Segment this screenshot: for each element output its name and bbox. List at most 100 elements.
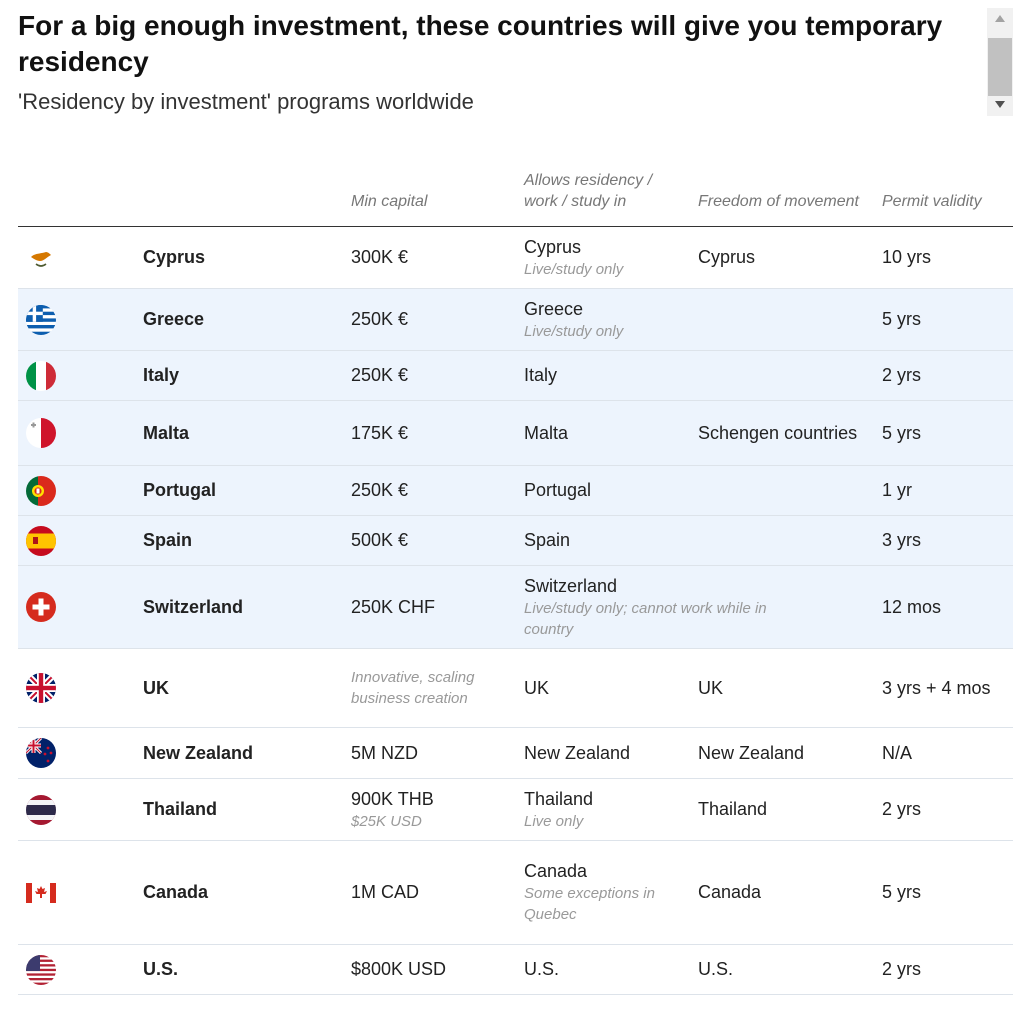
- freedom-cell: U.S.: [690, 944, 874, 995]
- us-flag-icon: [26, 954, 56, 985]
- allows-cell: Portugal: [516, 465, 690, 516]
- freedom-cell: Schengen countries: [690, 400, 874, 466]
- table-row: U.S. $800K USD U.S. U.S. 2 yrs: [18, 944, 1013, 995]
- table-row: Thailand 900K THB $25K USD Thailand Live onl…: [18, 778, 1013, 841]
- validity-cell: N/A: [874, 727, 1013, 779]
- country-cell: Switzerland: [135, 565, 343, 649]
- allows-value: Malta: [524, 422, 569, 443]
- min-capital-cell: 300K €: [343, 226, 516, 289]
- freedom-cell: [690, 515, 874, 566]
- spain-flag-icon: [26, 525, 56, 556]
- min-capital-value: 250K CHF: [351, 596, 436, 617]
- allows-cell: New Zealand: [516, 727, 690, 779]
- table-row: Malta 175K € Malta Schengen countries 5 yrs: [18, 400, 1013, 466]
- country-cell: UK: [135, 648, 343, 728]
- allows-cell: Switzerland Live/study only; cannot work …: [516, 565, 874, 649]
- table-row: Italy 250K € Italy 2 yrs: [18, 350, 1013, 401]
- country-cell: Greece: [135, 288, 343, 351]
- allows-note: Live only: [524, 812, 584, 830]
- residency-table: Min capital Allows residency / work / st…: [18, 160, 1013, 995]
- validity-column-header: Permit validity: [874, 160, 1013, 227]
- scroll-up-button[interactable]: [987, 8, 1013, 30]
- allows-cell: Canada Some exceptions in Quebec: [516, 840, 690, 945]
- allows-cell: U.S.: [516, 944, 690, 995]
- min-capital-note: Innovative, scaling business creation: [351, 669, 475, 707]
- flag-column-header: [18, 160, 135, 227]
- country-cell: Thailand: [135, 778, 343, 841]
- freedom-cell: UK: [690, 648, 874, 728]
- greece-flag-icon: [26, 304, 56, 335]
- triangle-down-icon: [995, 101, 1005, 108]
- allows-column-header: Allows residency / work / study in: [516, 160, 690, 227]
- allows-value: Spain: [524, 530, 571, 550]
- min-capital-cell: 250K €: [343, 465, 516, 516]
- flag-cell: [18, 515, 135, 566]
- allows-value: Italy: [524, 365, 558, 385]
- country-cell: Cyprus: [135, 226, 343, 289]
- table-row: Greece 250K € Greece Live/study only 5 yrs: [18, 288, 1013, 351]
- country-cell: Malta: [135, 400, 343, 466]
- freedom-cell: Canada: [690, 840, 874, 945]
- allows-value: Switzerland: [524, 575, 618, 596]
- country-cell: Portugal: [135, 465, 343, 516]
- table-row: Cyprus 300K € Cyprus Live/study only Cyprus 1…: [18, 226, 1013, 289]
- vertical-scrollbar[interactable]: [987, 8, 1013, 116]
- allows-cell: Spain: [516, 515, 690, 566]
- min-capital-value: 250K €: [351, 480, 409, 500]
- freedom-column-header: Freedom of movement: [690, 160, 874, 227]
- table-row: New Zealand 5M NZD New Zealand New Zealand N…: [18, 727, 1013, 779]
- min-capital-cell: 900K THB $25K USD: [343, 778, 516, 841]
- min-capital-cell: 175K €: [343, 400, 516, 466]
- switzerland-flag-icon: [26, 592, 56, 622]
- validity-cell: 2 yrs: [874, 350, 1013, 401]
- new-zealand-flag-icon: [26, 738, 56, 768]
- min-capital-value: 1M CAD: [351, 882, 420, 902]
- allows-cell: Italy: [516, 350, 690, 401]
- allows-cell: Cyprus Live/study only: [516, 226, 690, 289]
- validity-cell: 3 yrs: [874, 515, 1013, 566]
- validity-cell: 2 yrs: [874, 778, 1013, 841]
- malta-flag-icon: [26, 418, 56, 448]
- canada-flag-icon: [26, 882, 56, 903]
- country-cell: New Zealand: [135, 727, 343, 779]
- validity-cell: 10 yrs: [874, 226, 1013, 289]
- min-capital-value: 250K €: [351, 309, 409, 329]
- thailand-flag-icon: [26, 794, 56, 825]
- freedom-cell: [690, 288, 874, 351]
- freedom-cell: New Zealand: [690, 727, 874, 779]
- validity-cell: 5 yrs: [874, 400, 1013, 466]
- min-capital-value: 900K THB: [351, 788, 434, 809]
- validity-cell: 2 yrs: [874, 944, 1013, 995]
- country-column-header: [135, 160, 343, 227]
- cyprus-flag-icon: [26, 242, 56, 273]
- table-row: Spain 500K € Spain 3 yrs: [18, 515, 1013, 566]
- country-cell: Spain: [135, 515, 343, 566]
- validity-cell: 1 yr: [874, 465, 1013, 516]
- allows-value: Portugal: [524, 480, 592, 500]
- allows-value: New Zealand: [524, 742, 631, 763]
- allows-cell: Malta: [516, 400, 690, 466]
- portugal-flag-icon: [26, 475, 56, 506]
- allows-cell: Thailand Live only: [516, 778, 690, 841]
- country-cell: U.S.: [135, 944, 343, 995]
- scrollbar-thumb[interactable]: [988, 38, 1012, 96]
- validity-cell: 12 mos: [874, 565, 1013, 649]
- allows-value: U.S.: [524, 959, 560, 979]
- allows-value: Cyprus: [524, 236, 582, 257]
- allows-value: UK: [524, 677, 550, 698]
- min-capital-cell: 250K €: [343, 350, 516, 401]
- country-cell: Italy: [135, 350, 343, 401]
- min-capital-column-header: Min capital: [343, 160, 516, 227]
- freedom-cell: [690, 465, 874, 516]
- validity-cell: 5 yrs: [874, 288, 1013, 351]
- freedom-cell: Cyprus: [690, 226, 874, 289]
- uk-flag-icon: [26, 673, 56, 703]
- scroll-down-button[interactable]: [987, 94, 1013, 116]
- allows-cell: Greece Live/study only: [516, 288, 690, 351]
- table-row: UK Innovative, scaling business creation U…: [18, 648, 1013, 728]
- table-row: Switzerland 250K CHF Switzerland Live/study…: [18, 565, 1013, 649]
- flag-cell: [18, 226, 135, 289]
- min-capital-cell: Innovative, scaling business creation: [343, 648, 516, 728]
- flag-cell: [18, 944, 135, 995]
- min-capital-value: $800K USD: [351, 959, 447, 979]
